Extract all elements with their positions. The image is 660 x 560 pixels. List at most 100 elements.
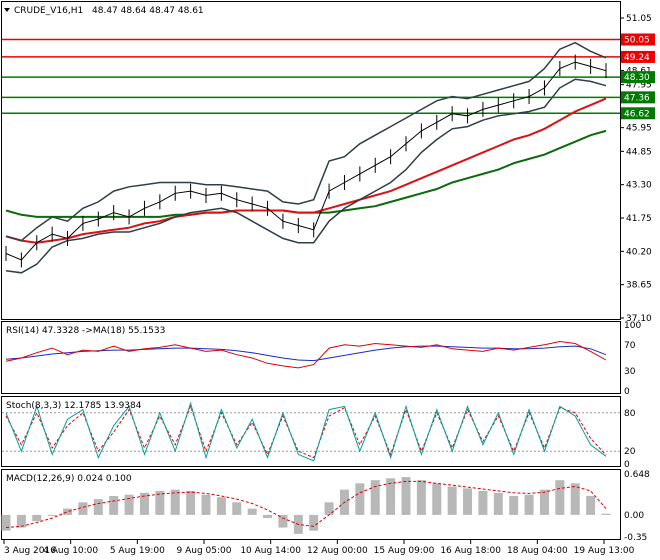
time-tick-label-7: 16 Aug 18:00 (440, 546, 501, 556)
time-tick-label-6: 15 Aug 09:00 (374, 546, 435, 556)
macd-bar-33 (509, 495, 519, 515)
macd-signal-line (5, 480, 607, 528)
ohlc-label: 48.47 48.64 48.47 48.61 (92, 6, 204, 16)
rsi-series: 100 70 30 0 (5, 321, 641, 397)
rsi-line (5, 340, 607, 369)
dropdown-triangle-icon[interactable] (4, 8, 10, 12)
macd-bar-32 (493, 492, 503, 515)
level-tag-label-3: 47.36 (624, 93, 650, 103)
level-tag-label-1: 49.24 (624, 53, 650, 63)
macd-bar-38 (586, 495, 596, 515)
macd-bar-10 (155, 490, 165, 515)
price-tick-label-3: 47.95 (626, 81, 652, 91)
macd-bar-2 (32, 514, 42, 522)
time-tick-label-2: 5 Aug 19:00 (110, 546, 165, 556)
stoch-tick-label-2: 0 (624, 460, 630, 470)
level-tag-2 (621, 71, 655, 84)
macd-tick-label-2: -0.35 (624, 533, 647, 543)
stoch-main-line (5, 401, 607, 462)
macd-bar-14 (216, 497, 226, 515)
macd-bar-31 (478, 490, 488, 515)
time-tick-label-9: 19 Aug 13:00 (574, 546, 635, 556)
time-tick-label-1: 4 Aug 10:00 (43, 546, 98, 556)
level-lines (2, 38, 620, 115)
macd-label: MACD(12,26,9) 0.024 0.100 (6, 474, 132, 484)
macd-series: 0.648 0.00 -0.35 (1, 470, 650, 543)
level-tag-1 (621, 50, 655, 63)
level-tag-label-4: 46.62 (624, 109, 650, 119)
stoch-tick-label-1: 20 (624, 447, 636, 457)
macd-tick-label-1: 0.00 (624, 511, 644, 521)
macd-bar-35 (539, 489, 549, 515)
macd-bar-3 (47, 514, 57, 516)
macd-bar-18 (278, 514, 288, 528)
macd-bar-23 (355, 483, 365, 515)
level-tags: 50.05 49.24 48.30 47.36 46.62 (621, 33, 655, 120)
macd-bar-12 (186, 490, 196, 515)
macd-bar-21 (324, 502, 334, 515)
level-tag-4 (621, 107, 655, 120)
macd-bar-1 (16, 514, 26, 528)
macd-bar-13 (201, 494, 211, 515)
macd-bar-0 (1, 514, 11, 531)
bollinger-lower-line (5, 78, 607, 274)
rsi-tick-label-3: 0 (624, 387, 630, 397)
macd-tick-label-0: 0.648 (624, 470, 650, 480)
time-tick-label-5: 12 Aug 00:00 (307, 546, 368, 556)
macd-bar-27 (416, 480, 426, 515)
rsi-panel (1, 321, 621, 394)
macd-bar-28 (432, 483, 442, 515)
macd-bar-11 (170, 489, 180, 515)
bollinger-bands (5, 41, 607, 274)
price-bars (5, 54, 607, 268)
macd-bar-26 (401, 477, 411, 515)
macd-bar-20 (309, 514, 319, 531)
macd-bar-6 (93, 499, 103, 515)
macd-bar-25 (386, 478, 396, 515)
price-tick-label-8: 41.75 (626, 214, 652, 224)
macd-bar-4 (63, 508, 73, 515)
stoch-series: 80 20 0 (2, 401, 636, 470)
macd-bar-9 (139, 492, 149, 515)
bollinger-upper-line (5, 41, 607, 242)
ma-red-line (5, 97, 607, 244)
time-tick-label-0: 3 Aug 2016 (4, 546, 56, 556)
rsi-label: RSI(14) 47.3328 ->MA(18) 55.1533 (6, 326, 165, 336)
price-tick-label-7: 43.30 (626, 181, 652, 191)
stoch-panel (1, 396, 621, 467)
macd-bar-34 (524, 494, 534, 515)
macd-bar-24 (370, 480, 380, 515)
time-tick-label-4: 10 Aug 14:00 (240, 546, 301, 556)
macd-bar-8 (124, 494, 134, 515)
price-panel (1, 1, 621, 320)
macd-bar-29 (447, 486, 457, 515)
price-tick-label-11: 37.10 (626, 314, 652, 324)
stoch-tick-label-0: 80 (624, 409, 636, 419)
price-line (5, 61, 607, 261)
price-tick-label-10: 38.65 (626, 281, 652, 291)
macd-bar-7 (109, 495, 119, 515)
macd-bar-37 (570, 483, 580, 515)
rsi-ma-line (5, 345, 607, 362)
level-tag-label-2: 48.30 (624, 73, 650, 83)
price-tick-label-9: 40.20 (626, 247, 652, 257)
rsi-tick-label-0: 100 (624, 321, 641, 331)
level-tag-label-0: 50.05 (624, 36, 650, 46)
macd-bar-36 (555, 480, 565, 515)
stoch-label: Stoch(8,3,3) 12.1785 13.9384 (6, 401, 142, 411)
price-tick-label-0: 51.05 (626, 14, 652, 24)
moving-averages (5, 97, 607, 244)
macd-bar-30 (463, 488, 473, 515)
macd-bar-17 (263, 514, 273, 519)
rsi-tick-label-2: 30 (624, 367, 636, 377)
macd-bar-15 (232, 502, 242, 515)
macd-bar-16 (247, 508, 257, 515)
level-tag-3 (621, 91, 655, 104)
symbol-label: CRUDE_V16,H1 (14, 6, 83, 16)
time-tick-label-8: 18 Aug 04:00 (507, 546, 568, 556)
macd-bar-5 (78, 502, 88, 515)
macd-bar-39 (601, 513, 611, 515)
time-tick-label-3: 9 Aug 05:00 (177, 546, 232, 556)
